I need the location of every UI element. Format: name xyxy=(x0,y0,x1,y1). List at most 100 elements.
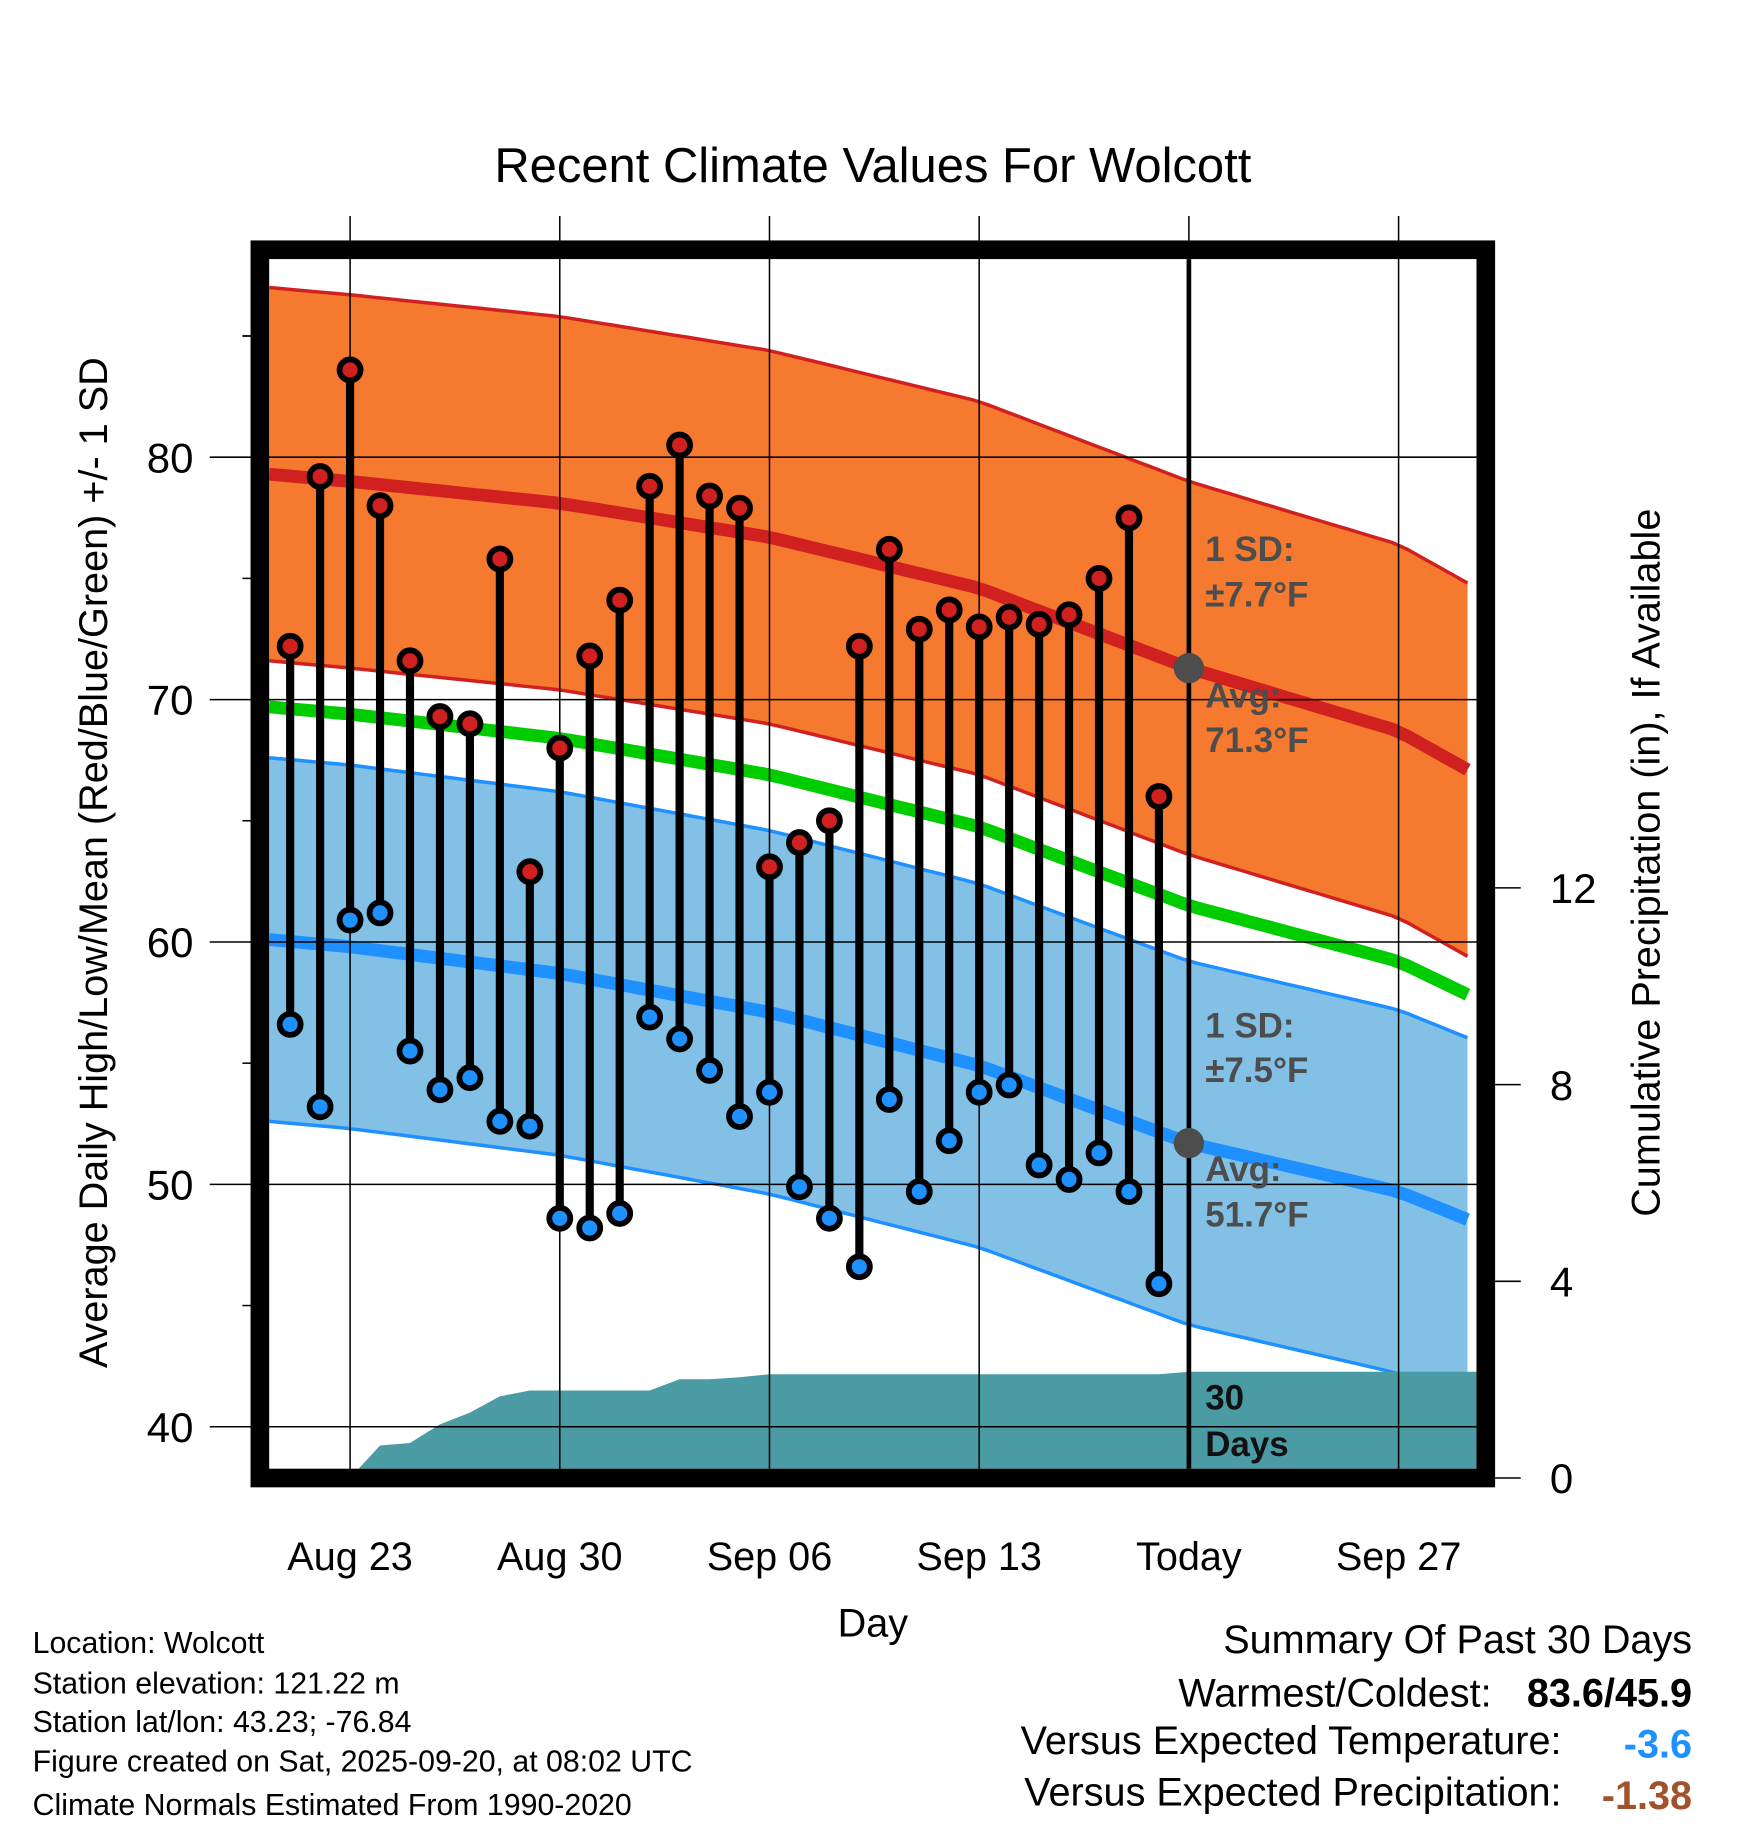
high-temp-point xyxy=(845,632,873,660)
high-avg-value: 71.3°F xyxy=(1205,721,1308,760)
y2-tick-label: 0 xyxy=(1550,1455,1573,1502)
high-temp-point xyxy=(426,703,454,730)
low-temp-point xyxy=(726,1103,753,1130)
high-temp-point xyxy=(306,463,334,490)
y2-tick-label: 4 xyxy=(1550,1258,1573,1305)
daily-observation xyxy=(306,463,334,1121)
location-text: Location: Wolcott xyxy=(33,1627,265,1660)
y2-axis-label: Cumulative Precipitation (in), If Availa… xyxy=(1624,509,1668,1217)
temp-label: Versus Expected Temperature: xyxy=(1021,1719,1562,1763)
y2-tick-label: 8 xyxy=(1550,1062,1573,1109)
high-temp-point xyxy=(276,632,304,660)
y-tick-label: 70 xyxy=(147,677,194,724)
high-temp-point xyxy=(815,807,843,835)
low-temp-point xyxy=(935,1127,963,1155)
low-temp-point xyxy=(336,906,364,934)
daily-observation xyxy=(456,710,484,1092)
daily-observation xyxy=(1145,783,1173,1298)
y-tick-label: 40 xyxy=(147,1404,194,1451)
high-temp-point xyxy=(486,545,514,573)
high-temp-point xyxy=(546,734,574,762)
daily-observation xyxy=(576,642,604,1242)
high-temp-point xyxy=(366,492,394,520)
x-tick-label: Sep 06 xyxy=(707,1535,833,1579)
low-temp-point xyxy=(636,1003,664,1031)
high-temp-point xyxy=(1025,611,1053,638)
low-temp-point xyxy=(875,1086,903,1113)
daily-observation xyxy=(935,596,963,1155)
x-axis-label: Day xyxy=(838,1602,909,1646)
daily-observation xyxy=(696,482,723,1084)
high-temp-point xyxy=(1115,504,1143,532)
daily-observation xyxy=(1085,564,1113,1167)
high-temp-point xyxy=(516,858,544,886)
high-temp-point xyxy=(456,710,484,738)
high-temp-point xyxy=(756,853,783,881)
daily-observation xyxy=(756,853,783,1106)
created-text: Figure created on Sat, 2025-09-20, at 08… xyxy=(33,1746,693,1779)
precip-area xyxy=(358,1371,1477,1469)
high-temp-point xyxy=(1145,783,1173,810)
high-temp-point xyxy=(576,642,604,670)
precip-value: -1.38 xyxy=(1602,1774,1692,1818)
low-sd-lower-line xyxy=(269,1119,1469,1403)
low-temp-point xyxy=(756,1078,783,1106)
x-tick-label: Aug 30 xyxy=(497,1535,623,1579)
x-tick-label: Today xyxy=(1136,1535,1242,1579)
daily-observation xyxy=(726,494,753,1130)
low-temp-point xyxy=(815,1204,843,1232)
daily-observation xyxy=(1025,611,1053,1179)
daily-observation xyxy=(845,632,873,1281)
daily-observation xyxy=(786,829,813,1201)
precip-label: Versus Expected Precipitation: xyxy=(1024,1770,1561,1814)
avg-high-line xyxy=(269,467,1471,776)
high-sd-lower-line xyxy=(269,659,1469,958)
chart-title: Recent Climate Values For Wolcott xyxy=(494,139,1251,193)
y-tick-label: 50 xyxy=(147,1162,194,1209)
high-temp-point xyxy=(336,356,364,384)
low-temp-point xyxy=(965,1078,993,1106)
low-temp-point xyxy=(606,1200,634,1227)
elevation-text: Station elevation: 121.22 m xyxy=(33,1668,400,1701)
low-temp-point xyxy=(786,1173,813,1201)
daily-observation xyxy=(1115,504,1143,1206)
high-temp-point xyxy=(935,596,963,624)
low-temp-point xyxy=(905,1178,933,1206)
precip-days-label: 30 xyxy=(1205,1378,1244,1417)
high-temp-point xyxy=(636,472,664,500)
daily-observation xyxy=(546,734,574,1232)
low-temp-point xyxy=(426,1076,454,1104)
low-sd-band xyxy=(269,757,1468,1402)
high-temp-point xyxy=(606,586,634,614)
y-axis-label: Average Daily High/Low/Mean (Red/Blue/Gr… xyxy=(72,357,116,1368)
precip-days-label-2: Days xyxy=(1205,1425,1289,1464)
low-sd-label: 1 SD: xyxy=(1205,1007,1294,1046)
low-avg-value: 51.7°F xyxy=(1205,1195,1308,1234)
today-avg-low-marker xyxy=(1173,1128,1205,1159)
low-temp-point xyxy=(1055,1166,1083,1193)
high-sd-upper-line xyxy=(269,285,1469,585)
low-temp-point xyxy=(845,1253,873,1281)
high-temp-point xyxy=(965,613,993,641)
low-temp-point xyxy=(1025,1151,1053,1179)
daily-observation xyxy=(636,472,664,1031)
summary-title: Summary Of Past 30 Days xyxy=(1223,1618,1692,1662)
low-sd-value: ±7.5°F xyxy=(1205,1051,1308,1090)
daily-observation xyxy=(666,431,694,1053)
daily-observation xyxy=(366,492,394,927)
x-tick-label: Sep 13 xyxy=(916,1535,1042,1579)
daily-observation xyxy=(905,615,933,1206)
x-tick-label: Sep 27 xyxy=(1336,1535,1462,1579)
daily-observation xyxy=(995,603,1023,1099)
low-temp-point xyxy=(1085,1139,1113,1167)
daily-observation xyxy=(606,586,634,1227)
high-temp-point xyxy=(905,615,933,643)
high-temp-point xyxy=(875,535,903,563)
low-temp-point xyxy=(306,1093,334,1121)
high-temp-point xyxy=(396,647,424,675)
high-temp-point xyxy=(696,482,723,510)
y-tick-label: 60 xyxy=(147,919,194,966)
low-temp-point xyxy=(666,1025,694,1053)
y-tick-label: 80 xyxy=(147,434,194,481)
